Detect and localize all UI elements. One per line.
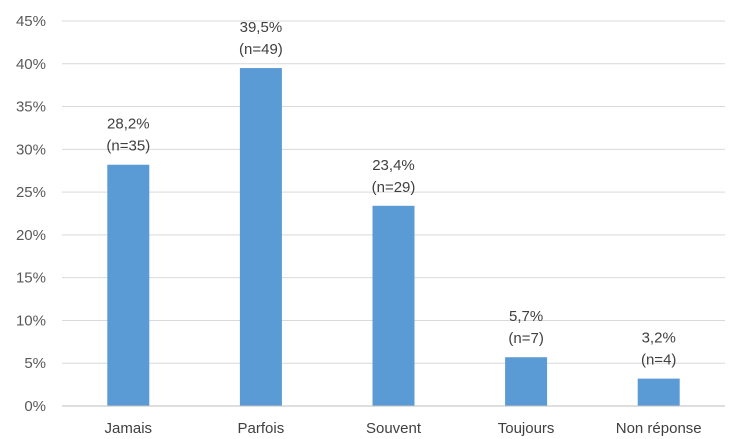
y-tick-label: 10% <box>16 312 46 329</box>
y-tick-label: 40% <box>16 56 46 73</box>
y-tick-label: 5% <box>24 355 46 372</box>
category-label: Non réponse <box>616 420 702 437</box>
bar <box>637 378 680 406</box>
count-label: (n=49) <box>239 41 283 58</box>
bar <box>107 164 150 406</box>
count-label: (n=4) <box>641 352 676 369</box>
count-label: (n=7) <box>508 330 543 347</box>
y-tick-label: 0% <box>24 398 46 415</box>
category-label: Souvent <box>366 420 422 437</box>
y-tick-label: 45% <box>16 13 46 30</box>
value-label: 3,2% <box>642 330 676 347</box>
y-tick-label: 30% <box>16 141 46 158</box>
y-tick-label: 25% <box>16 184 46 201</box>
y-tick-label: 15% <box>16 270 46 287</box>
value-label: 5,7% <box>509 308 543 325</box>
category-label: Jamais <box>105 420 153 437</box>
category-label: Toujours <box>498 420 555 437</box>
bar <box>239 68 282 407</box>
data-labels: 28,2% (n=35) 39,5% (n=49) 23,4% (n=29) 5,7% (n=… <box>106 19 676 369</box>
bar <box>505 357 548 406</box>
count-label: (n=35) <box>106 138 150 155</box>
category-label: Parfois <box>238 420 285 437</box>
count-label: (n=29) <box>372 179 416 196</box>
y-axis: 0% 5% 10% 15% 20% 25% 30% 35% 40% 45% <box>16 13 46 415</box>
y-tick-label: 35% <box>16 99 46 116</box>
y-tick-label: 20% <box>16 227 46 244</box>
bars <box>107 68 680 407</box>
gridlines <box>62 20 725 364</box>
value-label: 28,2% <box>107 116 150 133</box>
value-label: 23,4% <box>372 157 415 174</box>
bar <box>372 205 415 406</box>
x-axis: Jamais Parfois Souvent Toujours Non réponse <box>62 405 725 437</box>
value-label: 39,5% <box>240 19 283 36</box>
